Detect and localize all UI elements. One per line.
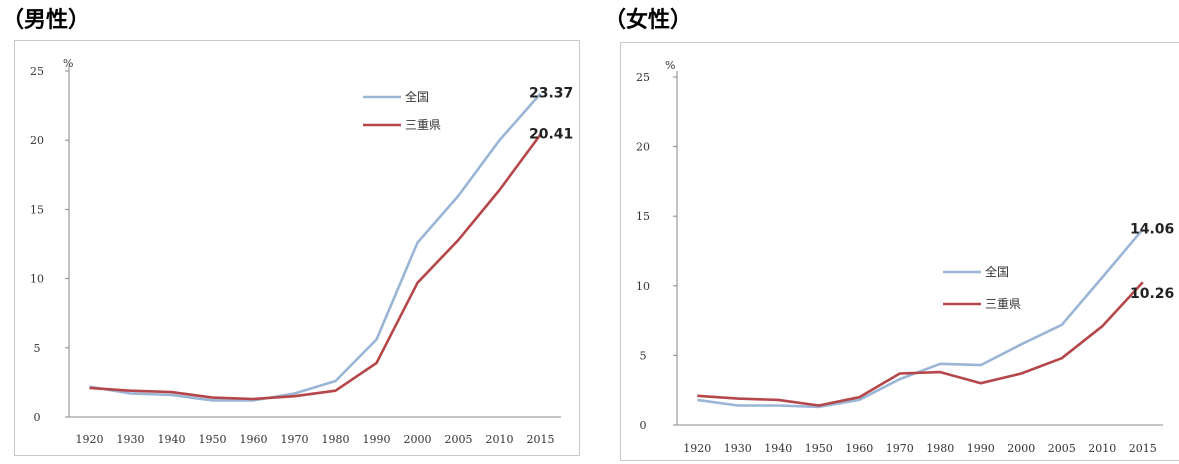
x-tick-label: 1940: [158, 433, 186, 446]
y-tick-label: 5: [34, 342, 41, 355]
chart-title-male: （男性）: [2, 2, 90, 34]
x-tick-label: 1920: [683, 442, 711, 455]
x-tick-label: 1980: [926, 442, 954, 455]
end-value-label-national: 14.06: [1130, 221, 1174, 237]
y-tick-label: 25: [636, 71, 650, 84]
x-tick-label: 1990: [967, 442, 995, 455]
legend-label-mie: 三重県: [405, 118, 441, 132]
x-tick-label: 1990: [363, 433, 391, 446]
x-tick-label: 2010: [486, 433, 514, 446]
x-tick-label: 2010: [1088, 442, 1116, 455]
y-unit-label: %: [665, 59, 675, 72]
x-tick-label: 1920: [76, 433, 104, 446]
y-tick-label: 15: [636, 210, 650, 223]
x-tick-label: 2000: [1007, 442, 1035, 455]
y-tick-label: 20: [30, 134, 44, 147]
line-chart-male: 0 5 10 15 20 25% 1920 1930 1940 1950 1960 1970 1980 1…: [15, 41, 579, 455]
x-tick-label: 2015: [527, 433, 555, 446]
x-tick-label: 1960: [845, 442, 873, 455]
legend-label-national: 全国: [985, 264, 1009, 279]
legend-label-mie: 三重県: [985, 297, 1021, 311]
series-line-mie: [697, 282, 1143, 405]
x-tick-label: 1970: [886, 442, 914, 455]
y-tick-label: 5: [640, 349, 647, 362]
x-tick-label: 1970: [281, 433, 309, 446]
y-tick-label: 15: [30, 203, 44, 216]
x-tick-label: 2005: [445, 433, 473, 446]
x-tick-label: 1950: [805, 442, 833, 455]
x-tick-label: 1930: [117, 433, 145, 446]
series-line-national: [697, 229, 1143, 407]
legend-label-national: 全国: [405, 89, 429, 104]
y-tick-label: 20: [636, 141, 650, 154]
x-tick-label: 2005: [1048, 442, 1076, 455]
x-tick-label: 1930: [724, 442, 752, 455]
chart-frame-male: 0 5 10 15 20 25% 1920 1930 1940 1950 1960 1970 1980 1…: [14, 40, 580, 456]
y-tick-label: 10: [636, 280, 650, 293]
x-tick-label: 1960: [240, 433, 268, 446]
y-tick-label: 10: [30, 273, 44, 286]
x-tick-label: 1980: [322, 433, 350, 446]
series-line-national: [90, 94, 541, 401]
x-tick-label: 1940: [764, 442, 792, 455]
chart-title-female: （女性）: [604, 2, 692, 34]
end-value-label-national: 23.37: [529, 86, 573, 102]
x-tick-label: 1950: [199, 433, 227, 446]
y-tick-label: 0: [640, 419, 647, 432]
end-value-label-mie: 20.41: [529, 127, 573, 143]
y-tick-label: 0: [34, 411, 41, 424]
x-tick-label: 2000: [404, 433, 432, 446]
y-tick-label: 25: [30, 65, 44, 78]
chart-frame-female: 0 5 10 15 20 25% 1920 1930 1940 1950 1960 1970 1980 1…: [620, 42, 1179, 461]
y-unit-label: %: [63, 57, 73, 70]
line-chart-female: 0 5 10 15 20 25% 1920 1930 1940 1950 1960 1970 1980 1…: [621, 43, 1179, 460]
end-value-label-mie: 10.26: [1130, 286, 1174, 302]
x-tick-label: 2015: [1129, 442, 1157, 455]
